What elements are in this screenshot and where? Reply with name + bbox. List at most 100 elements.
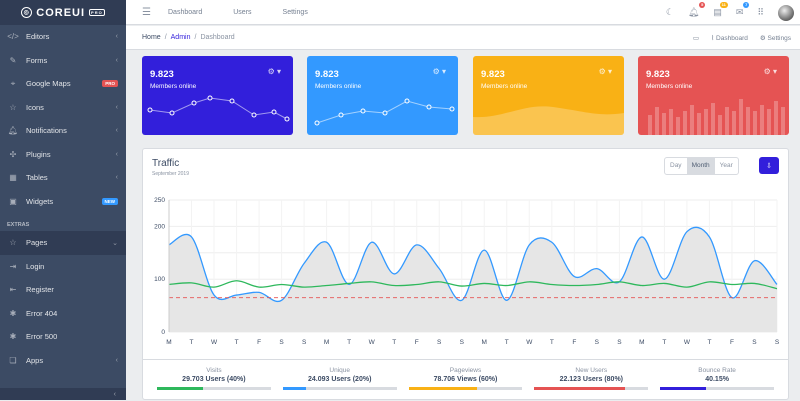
stat-bounce-rate: Bounce Rate 40.15%	[654, 360, 780, 401]
x-tick-label: F	[730, 339, 734, 346]
widget-bar	[676, 117, 680, 135]
stat-label: Bounce Rate	[698, 367, 736, 374]
tasks-icon[interactable]: ▤ 11	[713, 2, 728, 17]
x-tick-label: F	[257, 339, 261, 346]
stat-progress	[534, 387, 649, 390]
sidebar-item-editors[interactable]: </> Editors ‹	[0, 25, 126, 49]
sidebar-item-pages[interactable]: ☆ Pages ⌄	[0, 231, 126, 255]
sidebar-item-icons[interactable]: ☆ Icons ‹	[0, 96, 126, 120]
avatar[interactable]	[778, 4, 794, 21]
brand-edition: PRO	[89, 9, 105, 16]
account-logout-icon: ⇤	[9, 285, 17, 295]
sidebar-item-label: Editors	[26, 32, 50, 42]
y-tick-label: 250	[154, 197, 165, 204]
speech-bubble-icon[interactable]: ▭	[692, 34, 700, 42]
download-button[interactable]: ⇩	[759, 157, 779, 174]
x-tick-label: W	[684, 339, 691, 346]
stat-progress-fill	[408, 387, 477, 390]
sidebar-item-label: Tables	[26, 173, 48, 183]
sidebar-item-forms[interactable]: ✎ Forms ‹	[0, 49, 126, 73]
gear-icon[interactable]: ⚙ ▾	[598, 67, 612, 76]
stat-value: 78.706 Views (60%)	[433, 376, 498, 383]
sidebar-item-notifications[interactable]: 🔔︎ Notifications ‹	[0, 119, 126, 143]
sidebar-item-error-500[interactable]: ✱ Error 500	[0, 325, 126, 349]
sidebar-item-google-maps[interactable]: ⌖ Google Maps PRO	[0, 72, 126, 96]
stat-value: 29.703 Users (40%)	[182, 376, 246, 383]
header-nav-settings[interactable]: Settings	[282, 8, 308, 16]
widget-sparkline	[147, 95, 290, 122]
widget-bar	[774, 101, 778, 135]
sidebar-item-label: Register	[26, 285, 54, 295]
header-nav-users[interactable]: Users	[233, 8, 252, 16]
x-tick-label: T	[235, 339, 239, 346]
stat-label: Unique	[329, 367, 350, 374]
sidebar-item-label: Widgets	[26, 196, 54, 206]
traffic-stats: Visits 29.703 Users (40%) Unique 24.093 Use…	[143, 359, 788, 401]
x-tick-label: S	[279, 339, 284, 346]
header: ☰ Dashboard Users Settings ☾ 🔔︎ 5 ▤ 11 ✉ 7 …	[126, 0, 800, 25]
x-tick-label: M	[482, 339, 487, 346]
tasks-badge: 11	[719, 2, 728, 8]
x-tick-label: T	[392, 339, 396, 346]
layers-icon: ❏	[9, 355, 17, 365]
y-tick-label: 200	[154, 223, 165, 230]
brand-name: COREUI	[36, 6, 86, 19]
sidebar-item-tables[interactable]: ▦ Tables ‹	[0, 166, 126, 190]
sidebar-item-widgets[interactable]: ▣ Widgets NEW	[0, 190, 126, 214]
sidebar-item-register[interactable]: ⇤ Register	[0, 278, 126, 302]
breadcrumb-admin[interactable]: Admin	[170, 34, 191, 41]
sidebar-item-label: Error 500	[26, 332, 58, 342]
moon-icon[interactable]: ☾	[665, 7, 674, 17]
stat-value: 24.093 Users (20%)	[307, 376, 372, 383]
x-tick-label: S	[437, 339, 442, 346]
widget-bar	[739, 99, 743, 135]
widget-card: 9.823 Members online ⚙ ▾	[473, 56, 624, 135]
bell-icon[interactable]: 🔔︎ 5	[687, 2, 706, 17]
widget-bar	[669, 109, 673, 135]
breadcrumb-home[interactable]: Home	[142, 34, 161, 41]
stat-progress	[660, 387, 774, 390]
menu-toggle-icon[interactable]: ☰	[142, 6, 151, 18]
range-toggle: Day Month Year	[664, 157, 739, 175]
brand-logo[interactable]: ◎ COREUI PRO	[0, 0, 126, 25]
breadcrumb-current: Dashboard	[200, 34, 235, 41]
sidebar-item-plugins[interactable]: ✣ Plugins ‹	[0, 143, 126, 167]
stat-label: New Users	[575, 367, 608, 374]
sidebar-minimizer[interactable]: ‹	[0, 388, 126, 400]
gear-icon[interactable]: ⚙ ▾	[763, 67, 777, 76]
widget-label: Members online	[315, 83, 362, 90]
subheader-settings-link[interactable]: ⚙ Settings	[759, 34, 791, 42]
header-nav-dashboard[interactable]: Dashboard	[168, 8, 203, 16]
stat-value: 40.15%	[705, 376, 729, 383]
code-icon: </>	[7, 32, 19, 42]
range-month-button[interactable]: Month	[686, 158, 715, 174]
stat-pageviews: Pageviews 78.706 Views (60%)	[403, 360, 529, 401]
traffic-title: Traffic	[152, 158, 180, 169]
sidebar-item-apps[interactable]: ❏ Apps ‹	[0, 349, 126, 373]
star-icon: ☆	[9, 238, 17, 248]
stat-progress	[408, 387, 523, 390]
widget-value: 9.823	[150, 69, 174, 80]
gear-icon[interactable]: ⚙ ▾	[267, 67, 281, 76]
stat-progress-fill	[157, 387, 203, 390]
y-tick-label: 100	[154, 276, 165, 283]
apps-grid-icon[interactable]: ⠿	[757, 7, 764, 17]
x-tick-label: T	[505, 339, 509, 346]
sidebar-item-login[interactable]: ⇥ Login	[0, 255, 126, 279]
mail-icon[interactable]: ✉ 7	[735, 2, 750, 17]
sidebar-badge: PRO	[102, 80, 118, 88]
x-tick-label: M	[324, 339, 329, 346]
widget-value: 9.823	[481, 69, 505, 80]
stat-progress	[282, 387, 397, 390]
x-tick-label: S	[752, 339, 757, 346]
subheader-dashboard-link[interactable]: ⌇ Dashboard	[711, 34, 748, 42]
sidebar-item-error-404[interactable]: ✱ Error 404	[0, 302, 126, 326]
range-day-button[interactable]: Day	[670, 162, 682, 169]
gear-icon[interactable]: ⚙ ▾	[432, 67, 446, 76]
x-tick-label: W	[369, 339, 376, 346]
range-year-button[interactable]: Year	[719, 162, 733, 169]
cloud-download-icon: ⇩	[766, 162, 772, 170]
chevron-icon: ‹	[115, 127, 118, 135]
sidebar-item-label: Apps	[26, 355, 44, 365]
gear-icon: ⚙	[759, 34, 766, 42]
